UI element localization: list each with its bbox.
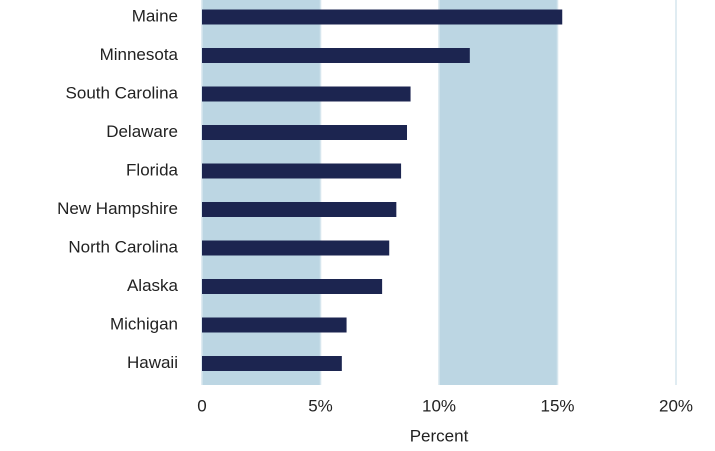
bar: [202, 240, 390, 256]
bar: [202, 317, 347, 333]
y-tick-label: North Carolina: [68, 237, 178, 256]
y-tick-label: Michigan: [110, 314, 178, 333]
shaded-band: [439, 0, 558, 385]
x-tick-label: 5%: [308, 396, 333, 415]
y-tick-label: Florida: [126, 160, 179, 179]
x-tick-label: 20%: [659, 396, 693, 415]
bar: [202, 163, 402, 179]
y-tick-label: New Hampshire: [57, 199, 178, 218]
bar: [202, 356, 342, 371]
x-tick-label: 15%: [540, 396, 574, 415]
x-tick-label: 10%: [422, 396, 456, 415]
y-tick-label: Minnesota: [100, 45, 179, 64]
x-tick-label: 0: [197, 396, 206, 415]
y-tick-label: Delaware: [106, 122, 178, 141]
bar: [202, 48, 470, 63]
bar: [202, 125, 408, 140]
y-tick-label: South Carolina: [66, 83, 179, 102]
bar: [202, 202, 397, 217]
y-tick-label: Hawaii: [127, 353, 178, 372]
y-tick-label: Alaska: [127, 276, 179, 295]
x-axis-label: Percent: [410, 426, 469, 445]
y-tick-label: Maine: [132, 6, 178, 25]
bar: [202, 86, 411, 102]
bar: [202, 9, 563, 25]
bar: [202, 279, 383, 294]
